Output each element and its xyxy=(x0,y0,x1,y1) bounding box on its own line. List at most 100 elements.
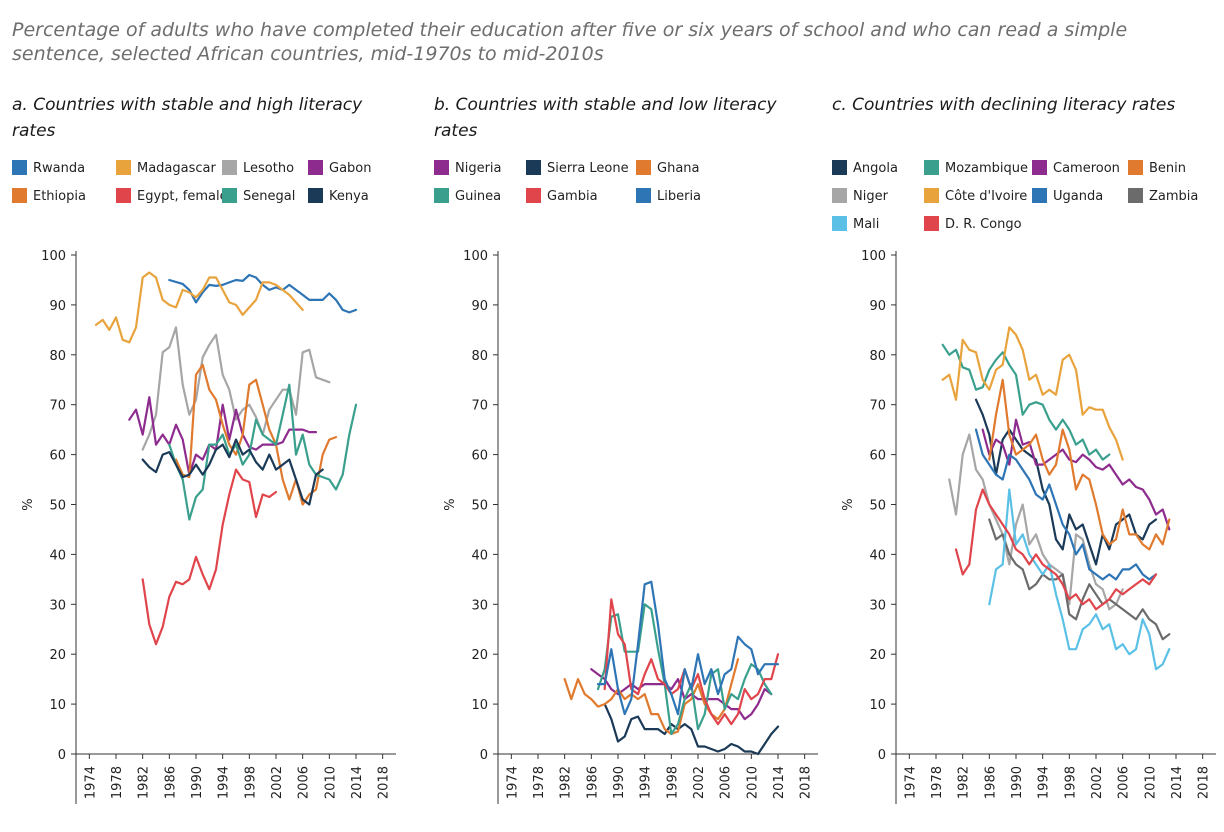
x-tick-label: 1990 xyxy=(1010,766,1025,799)
x-tick-label: 2002 xyxy=(692,766,707,799)
legend-item: Angola xyxy=(832,160,898,178)
x-tick-label: 1998 xyxy=(1063,766,1078,799)
plot-area: 0 10 20 30 40 50 60 70 80 90 100% 1974 1978 1982 1986 1… xyxy=(841,249,1216,804)
legend-label: Egypt, female xyxy=(137,189,228,204)
x-tick-label: 1982 xyxy=(137,766,152,799)
series-line-gambia xyxy=(603,598,780,726)
y-tick-label: 20 xyxy=(49,648,66,663)
legend: Rwanda Madagascar Lesotho Gabon Ethiopia Egyp… xyxy=(12,160,412,290)
plot-area: 0 10 20 30 40 50 60 70 80 90 100% 1974 1978 1982 1986 1… xyxy=(443,249,818,804)
legend-swatch xyxy=(636,188,651,203)
y-tick-label: 80 xyxy=(49,349,66,364)
legend-label: Mali xyxy=(853,217,880,232)
legend-label: Angola xyxy=(853,161,898,176)
legend-swatch xyxy=(308,160,323,175)
y-tick-label: 10 xyxy=(49,698,66,713)
x-tick-label: 1998 xyxy=(665,766,680,799)
legend-item: Benin xyxy=(1128,160,1186,178)
legend-swatch xyxy=(1128,160,1143,175)
y-tick-label: 10 xyxy=(471,698,488,713)
legend-swatch xyxy=(1032,160,1047,175)
x-tick-label: 1978 xyxy=(930,766,945,799)
legend-swatch xyxy=(832,188,847,203)
legend-item: Senegal xyxy=(222,188,295,206)
y-tick-label: 30 xyxy=(49,598,66,613)
legend-swatch xyxy=(116,188,131,203)
legend-item: Uganda xyxy=(1032,188,1103,206)
x-tick-label: 2014 xyxy=(350,766,365,799)
legend-swatch xyxy=(12,188,27,203)
legend-label: Zambia xyxy=(1149,189,1199,204)
legend-item: Gabon xyxy=(308,160,372,178)
legend-label: Senegal xyxy=(243,189,296,204)
series-line-egypt-female xyxy=(141,468,278,646)
legend-item: Rwanda xyxy=(12,160,85,178)
x-tick-label: 2006 xyxy=(1117,766,1132,799)
legend-swatch xyxy=(832,216,847,231)
y-tick-label: 40 xyxy=(471,548,488,563)
series-line-lesotho xyxy=(141,326,331,451)
panel-a: a. Countries with stable and high litera… xyxy=(12,92,412,832)
y-tick-label: 80 xyxy=(471,349,488,364)
y-tick-label: 0 xyxy=(878,748,886,763)
x-tick-label: 2010 xyxy=(745,766,760,799)
x-tick-label: 1994 xyxy=(1037,766,1052,799)
legend-label: Guinea xyxy=(455,189,502,204)
y-tick-label: 70 xyxy=(49,399,66,414)
legend-swatch xyxy=(12,160,27,175)
series-line-uganda xyxy=(974,428,1158,581)
legend-swatch xyxy=(924,216,939,231)
chart-title: Percentage of adults who have completed … xyxy=(12,19,1128,65)
x-tick-label: 2002 xyxy=(270,766,285,799)
legend: Angola Mozambique Cameroon Benin Niger Côte d… xyxy=(832,160,1224,290)
series-line-ethiopia xyxy=(174,363,338,506)
series-line-kenya xyxy=(141,438,324,506)
y-tick-label: 10 xyxy=(869,698,886,713)
legend-label: Sierra Leone xyxy=(547,161,629,176)
y-tick-label: 0 xyxy=(480,748,488,763)
series-line-sierra-leone xyxy=(603,703,780,756)
x-tick-label: 2006 xyxy=(297,766,312,799)
x-tick-label: 1994 xyxy=(639,766,654,799)
x-tick-label: 1986 xyxy=(163,766,178,799)
legend-label: Nigeria xyxy=(455,161,502,176)
legend-item: Kenya xyxy=(308,188,369,206)
x-tick-label: 2006 xyxy=(719,766,734,799)
series-line-mali xyxy=(988,488,1171,671)
x-tick-label: 1982 xyxy=(957,766,972,799)
x-tick-label: 2018 xyxy=(799,766,814,799)
legend-item: Egypt, female xyxy=(116,188,228,206)
legend-swatch xyxy=(434,188,449,203)
x-tick-label: 2018 xyxy=(377,766,392,799)
legend-item: Zambia xyxy=(1128,188,1198,206)
x-tick-label: 2014 xyxy=(1170,766,1185,799)
legend-item: Guinea xyxy=(434,188,501,206)
y-axis-label: % xyxy=(21,498,36,510)
series-line-madagascar xyxy=(94,271,304,344)
legend-swatch xyxy=(1032,188,1047,203)
y-tick-label: 70 xyxy=(471,399,488,414)
series-line-mozambique xyxy=(941,343,1111,461)
series-line-niger xyxy=(948,433,1124,611)
y-tick-label: 90 xyxy=(471,299,488,314)
series-line-liberia xyxy=(596,580,780,716)
legend-swatch xyxy=(1128,188,1143,203)
series-line-rwanda xyxy=(168,273,358,314)
y-axis-label: % xyxy=(443,498,458,510)
y-tick-label: 60 xyxy=(49,449,66,464)
x-tick-label: 1974 xyxy=(903,766,918,799)
x-tick-label: 1978 xyxy=(532,766,547,799)
legend-swatch xyxy=(308,188,323,203)
legend-item: Mozambique xyxy=(924,160,1028,178)
legend-label: Cameroon xyxy=(1053,161,1120,176)
legend-item: Côte d'Ivoire xyxy=(924,188,1027,206)
legend-swatch xyxy=(434,160,449,175)
series-line-c-te-d-ivoire xyxy=(941,326,1124,461)
x-tick-label: 1982 xyxy=(559,766,574,799)
legend-label: Rwanda xyxy=(33,161,86,176)
legend-label: Niger xyxy=(853,189,888,204)
legend-label: Mozambique xyxy=(945,161,1028,176)
x-tick-label: 2010 xyxy=(323,766,338,799)
panel-title: c. Countries with declining literacy rat… xyxy=(832,95,1176,115)
legend-swatch xyxy=(832,160,847,175)
